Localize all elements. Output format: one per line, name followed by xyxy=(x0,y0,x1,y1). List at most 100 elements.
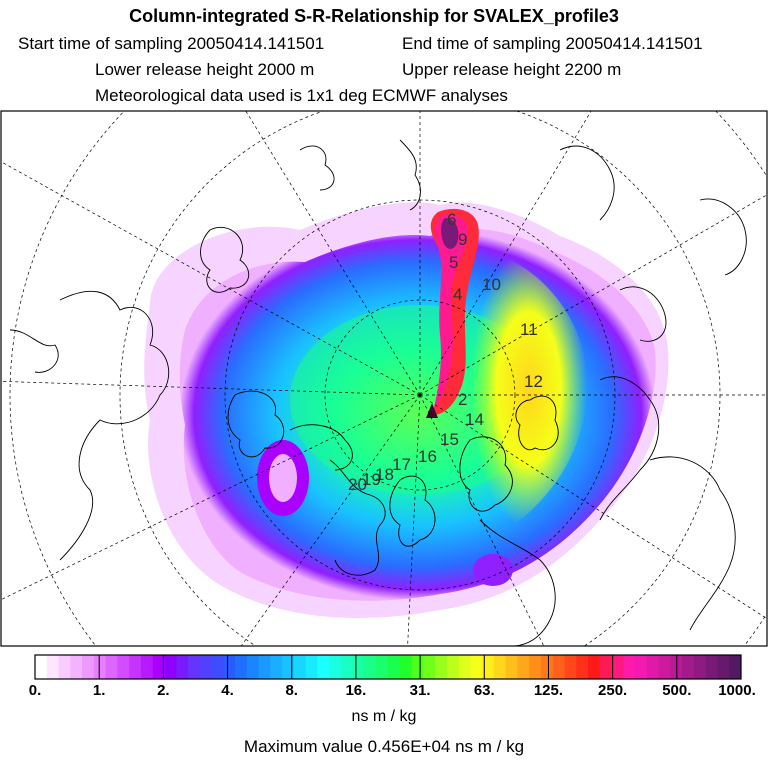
color-scale-cell xyxy=(70,655,83,679)
color-scale-cell xyxy=(682,655,695,679)
track-label: 6 xyxy=(447,210,456,229)
color-scale-cell xyxy=(246,655,260,679)
color-scale-cell xyxy=(46,655,60,679)
map-frame xyxy=(0,110,768,647)
trajectory-band xyxy=(430,208,479,415)
trajectory-dark-core xyxy=(441,218,459,249)
track-label: 2 xyxy=(458,390,467,409)
track-label: 16 xyxy=(418,447,437,466)
track-label: 18 xyxy=(375,465,394,484)
color-scale-cell xyxy=(435,655,448,679)
color-scale-cell xyxy=(470,655,483,679)
color-scale-cell xyxy=(705,655,718,679)
met-data-info: Meteorological data used is 1x1 deg ECMW… xyxy=(95,86,508,105)
color-scale-tick-label: 8. xyxy=(285,682,298,699)
color-scale-cell xyxy=(505,655,518,679)
color-scale-cell xyxy=(164,655,177,679)
color-scale-cell xyxy=(599,655,613,679)
color-scale-cell xyxy=(305,655,318,679)
color-scale-tick-label: 0. xyxy=(29,682,42,699)
plume-yellow-band xyxy=(469,250,588,529)
track-label: 15 xyxy=(440,430,459,449)
release-point-marker xyxy=(426,403,438,418)
color-scale-cell xyxy=(493,655,507,679)
graticule xyxy=(1,111,767,646)
track-label: 11 xyxy=(520,320,538,339)
coastlines xyxy=(9,139,747,646)
color-scale: 0. 1. 2. 4. 8. 16. 31. 63. 125. 250. 500. 1000. xyxy=(29,654,756,699)
color-scale-cell xyxy=(340,655,354,679)
lower-release-height: Lower release height 2000 m xyxy=(95,60,315,79)
color-scale-cell xyxy=(152,655,165,679)
color-scale-cell xyxy=(199,655,212,679)
maximum-value: Maximum value 0.456E+04 ns m / kg xyxy=(243,737,525,756)
color-scale-cell xyxy=(576,655,589,679)
color-scale-cell xyxy=(529,655,542,679)
track-label: 20 xyxy=(348,475,367,494)
color-scale-tick-label: 500. xyxy=(662,682,691,699)
color-scale-cell xyxy=(658,655,671,679)
color-scale-cell xyxy=(623,655,636,679)
track-label: 17 xyxy=(392,455,411,474)
color-scale-cell xyxy=(399,655,413,679)
color-scale-cell xyxy=(388,655,401,679)
track-label: 12 xyxy=(524,372,543,391)
color-scale-cell xyxy=(364,655,377,679)
color-scale-cell xyxy=(717,655,730,679)
color-scale-cell xyxy=(729,655,742,679)
color-scale-cell xyxy=(58,655,71,679)
trajectory-core xyxy=(433,214,468,412)
color-scale-tick-label: 250. xyxy=(598,682,627,699)
end-time: End time of sampling 20050414.141501 xyxy=(402,34,703,53)
color-scale-cell xyxy=(140,655,154,679)
color-scale-cell xyxy=(352,655,365,679)
trajectory-labels: 6 9 5 4 10 11 12 2 14 15 16 17 18 19 20 xyxy=(348,210,543,494)
color-scale-cell xyxy=(458,655,471,679)
plume-hole-center xyxy=(269,454,297,502)
track-label: 10 xyxy=(482,275,501,294)
color-scale-tick-label: 16. xyxy=(345,682,366,699)
color-scale-cell xyxy=(129,655,142,679)
color-scale-cell xyxy=(187,655,201,679)
color-scale-cell xyxy=(446,655,460,679)
track-label: 14 xyxy=(465,410,484,429)
plume-se-blob xyxy=(473,554,513,586)
track-label: 9 xyxy=(458,230,467,249)
color-scale-cell xyxy=(105,655,118,679)
color-scale-tick-label: 125. xyxy=(534,682,563,699)
color-scale-cell xyxy=(635,655,648,679)
start-time: Start time of sampling 20050414.141501 xyxy=(18,34,325,53)
color-scale-cell xyxy=(611,655,624,679)
color-scale-cell xyxy=(517,655,530,679)
color-scale-cell xyxy=(293,655,307,679)
color-scale-cell xyxy=(693,655,707,679)
color-scale-cell xyxy=(211,655,224,679)
color-scale-cell xyxy=(93,655,107,679)
color-scale-cell xyxy=(223,655,236,679)
color-scale-cell xyxy=(482,655,495,679)
color-scale-tick-label: 63. xyxy=(474,682,495,699)
track-label: 5 xyxy=(449,253,458,272)
color-scale-cell xyxy=(423,655,436,679)
color-scale-units: ns m / kg xyxy=(351,708,417,725)
color-scale-cell xyxy=(646,655,660,679)
color-scale-tick-label: 31. xyxy=(410,682,431,699)
color-scale-tick-label: 2. xyxy=(157,682,170,699)
color-scale-cell xyxy=(235,655,248,679)
color-scale-tick-label: 1. xyxy=(93,682,106,699)
color-scale-cell xyxy=(540,655,554,679)
color-scale-cell xyxy=(376,655,389,679)
color-scale-cell xyxy=(117,655,130,679)
color-scale-cell xyxy=(317,655,330,679)
track-label: 4 xyxy=(453,285,462,304)
polar-map: 6 9 5 4 10 11 12 2 14 15 16 17 18 19 20 xyxy=(0,110,768,647)
track-label: 19 xyxy=(362,470,381,489)
color-scale-cell xyxy=(329,655,342,679)
color-scale-cell xyxy=(35,655,48,679)
color-scale-cell xyxy=(282,655,295,679)
color-scale-cell xyxy=(258,655,271,679)
color-scale-cell xyxy=(82,655,95,679)
color-scale-tick-label: 4. xyxy=(221,682,234,699)
color-scale-cell xyxy=(270,655,283,679)
color-scale-cell xyxy=(564,655,577,679)
